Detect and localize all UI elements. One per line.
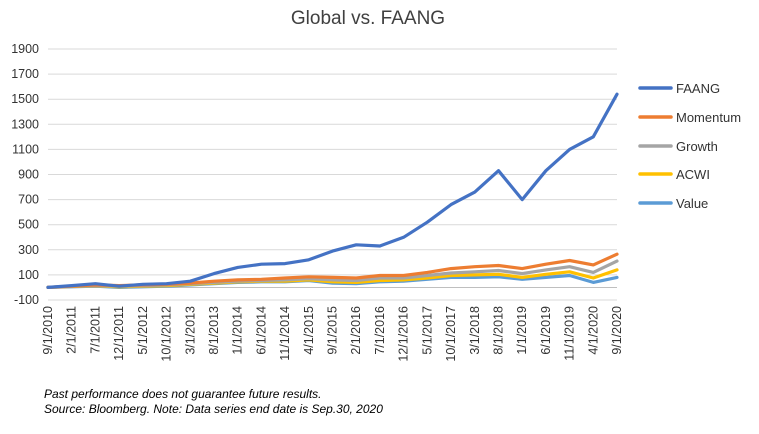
y-tick-label: -100 — [14, 293, 39, 307]
footnotes: Past performance does not guarantee futu… — [44, 387, 383, 417]
legend-label-momentum: Momentum — [676, 110, 741, 125]
y-tick-label: 700 — [18, 193, 39, 207]
x-tick-label: 2/1/2016 — [349, 306, 363, 355]
legend-label-growth: Growth — [676, 139, 718, 154]
legend-label-acwi: ACWI — [676, 167, 710, 182]
x-tick-label: 4/1/2015 — [302, 306, 316, 355]
x-tick-label: 4/1/2020 — [586, 306, 600, 355]
y-axis-ticks: 1900 1700 1500 1300 1100 900 700 500 300 100 -100 — [11, 42, 39, 307]
y-tick-label: 1700 — [11, 67, 39, 81]
x-tick-label: 8/1/2013 — [207, 306, 221, 355]
x-tick-label: 8/1/2018 — [491, 306, 505, 355]
y-tick-label: 100 — [18, 268, 39, 282]
legend-label-value: Value — [676, 196, 708, 211]
series-line-faang — [46, 92, 619, 289]
x-tick-label: 5/1/2012 — [136, 306, 150, 355]
y-tick-label: 1100 — [12, 142, 39, 156]
x-tick-label: 10/1/2017 — [444, 306, 458, 362]
y-tick-label: 900 — [18, 168, 39, 182]
y-tick-label: 1900 — [11, 42, 39, 56]
x-tick-label: 6/1/2014 — [254, 306, 268, 355]
legend: FAANG Momentum Growth ACWI Value — [638, 81, 741, 211]
x-tick-label: 9/1/2010 — [41, 306, 55, 355]
x-tick-label: 1/1/2019 — [515, 306, 529, 355]
x-tick-label: 3/1/2013 — [183, 306, 197, 355]
x-tick-label: 9/1/2020 — [610, 306, 624, 355]
x-tick-label: 5/1/2017 — [420, 306, 434, 355]
x-tick-label: 11/1/2019 — [563, 306, 577, 361]
chart-title: Global vs. FAANG — [291, 8, 445, 29]
y-tick-label: 1500 — [11, 92, 39, 106]
x-tick-label: 12/1/2016 — [397, 306, 411, 362]
x-tick-label: 9/1/2015 — [326, 306, 340, 355]
legend-label-faang: FAANG — [676, 81, 720, 96]
x-tick-label: 6/1/2019 — [539, 306, 553, 355]
y-tick-label: 500 — [18, 218, 39, 232]
x-tick-label: 10/1/2012 — [160, 306, 174, 362]
x-axis-ticks: 9/1/2010 2/1/2011 7/1/2011 12/1/2011 5/1/201… — [41, 306, 624, 362]
source-note-text: Source: Bloomberg. Note: Data series end… — [44, 402, 383, 416]
x-tick-label: 1/1/2014 — [231, 306, 245, 355]
series-lines — [46, 92, 619, 289]
y-tick-label: 300 — [18, 243, 39, 257]
gridlines — [48, 48, 617, 301]
x-tick-label: 7/1/2016 — [373, 306, 387, 355]
x-tick-label: 12/1/2011 — [112, 306, 126, 361]
disclaimer-text: Past performance does not guarantee futu… — [44, 387, 322, 401]
y-tick-label: 1300 — [11, 117, 39, 131]
x-tick-label: 7/1/2011 — [88, 306, 102, 354]
x-tick-label: 11/1/2014 — [278, 306, 292, 361]
x-tick-label: 3/1/2018 — [468, 306, 482, 355]
x-tick-label: 2/1/2011 — [65, 306, 79, 354]
